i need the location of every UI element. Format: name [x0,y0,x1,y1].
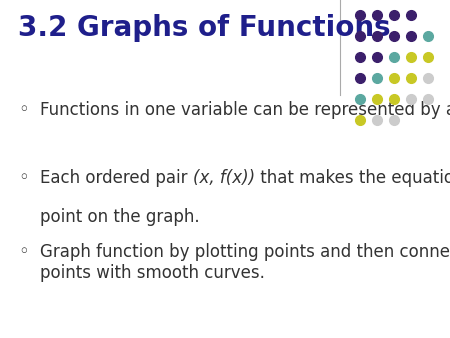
Text: that makes the equation true is a: that makes the equation true is a [255,169,450,187]
Text: point on the graph.: point on the graph. [40,208,200,226]
Text: Each ordered pair: Each ordered pair [40,169,193,187]
Text: Graph function by plotting points and then connecting the
points with smooth cur: Graph function by plotting points and th… [40,243,450,282]
Text: 3.2 Graphs of Functions: 3.2 Graphs of Functions [18,14,391,42]
Text: ◦: ◦ [18,243,29,261]
Text: Functions in one variable can be represented by a graph.: Functions in one variable can be represe… [40,101,450,119]
Text: (x, f(x)): (x, f(x)) [193,169,255,187]
Text: ◦: ◦ [18,101,29,119]
Text: ◦: ◦ [18,169,29,187]
